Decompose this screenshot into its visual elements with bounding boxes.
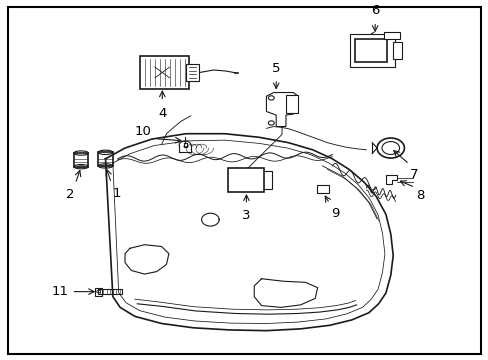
Text: 9: 9 [330,207,339,220]
Bar [98,152,113,166]
Text: 7: 7 [409,168,418,181]
FancyBboxPatch shape [228,168,264,192]
Text: 3: 3 [242,209,250,222]
FancyBboxPatch shape [317,185,328,193]
FancyBboxPatch shape [286,95,298,113]
FancyBboxPatch shape [384,32,399,39]
FancyBboxPatch shape [349,34,394,67]
Bar [98,289,122,294]
FancyBboxPatch shape [392,42,402,59]
Bar [74,153,88,167]
FancyBboxPatch shape [185,63,198,81]
Text: 1: 1 [112,188,121,201]
Text: 2: 2 [66,188,74,201]
Text: 4: 4 [158,107,166,120]
Text: 11: 11 [52,285,69,298]
Text: 10: 10 [135,125,152,138]
Text: 6: 6 [370,4,379,17]
Bar [95,288,102,296]
Text: 8: 8 [415,189,424,202]
FancyBboxPatch shape [262,171,272,189]
Text: 5: 5 [271,62,280,75]
FancyBboxPatch shape [140,57,188,89]
FancyBboxPatch shape [354,39,386,62]
